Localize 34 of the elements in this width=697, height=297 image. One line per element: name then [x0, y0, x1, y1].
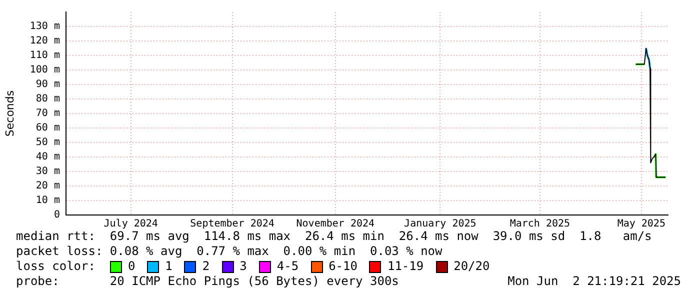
- x-tick-label: November 2024: [296, 218, 375, 230]
- y-tick-label: 120 m: [30, 36, 60, 47]
- y-tick-label: 50 m: [36, 137, 60, 148]
- legend-label: 4-5: [276, 259, 299, 274]
- legend-label: 3: [240, 259, 247, 274]
- text: packet loss: 0.08 % avg 0.77 % max 0.00 % min 0.03 % now: [16, 244, 444, 259]
- y-tick-label: 20 m: [36, 180, 60, 192]
- y-tick-label: 30 m: [36, 166, 60, 178]
- y-tick-label: 110 m: [30, 50, 60, 62]
- x-tick-label: July 2024: [104, 218, 158, 230]
- x-tick-label: September 2024: [190, 218, 274, 230]
- y-tick-label: 60 m: [36, 122, 60, 134]
- y-tick-label: 80 m: [36, 94, 60, 105]
- y-tick-label: 90 m: [36, 79, 60, 90]
- legend-label: 20/20: [454, 259, 490, 274]
- legend-label: 0: [128, 259, 136, 274]
- y-tick-label: 70 m: [36, 108, 60, 120]
- y-tick-label: 10 m: [36, 195, 60, 206]
- y-tick-label: 0: [54, 210, 60, 221]
- y-tick-label: 40 m: [36, 152, 60, 163]
- text: median rtt: 69.7 ms avg 114.8 ms max 26.4 ms min 26.4 ms now 39.0 ms sd 1.8 am/s: [16, 229, 653, 244]
- text: probe: 20 ICMP Echo Pings (56 Bytes) every 300s: [16, 274, 399, 289]
- text: Mon Jun 2 21:19:21 2025: [508, 274, 681, 289]
- y-tick-label: 130 m: [30, 21, 60, 32]
- legend-label: 11-19: [387, 259, 424, 274]
- x-tick-label: March 2025: [510, 218, 570, 230]
- y-axis-title: Seconds: [3, 90, 16, 137]
- legend-title: loss color:: [16, 259, 96, 274]
- y-tick-label: 100 m: [30, 64, 60, 76]
- x-tick-label: May 2025: [617, 218, 666, 230]
- legend-label: 6-10: [328, 259, 358, 274]
- legend-label: 2: [202, 259, 210, 274]
- legend-label: 1: [165, 259, 172, 274]
- x-tick-label: January 2025: [404, 218, 476, 230]
